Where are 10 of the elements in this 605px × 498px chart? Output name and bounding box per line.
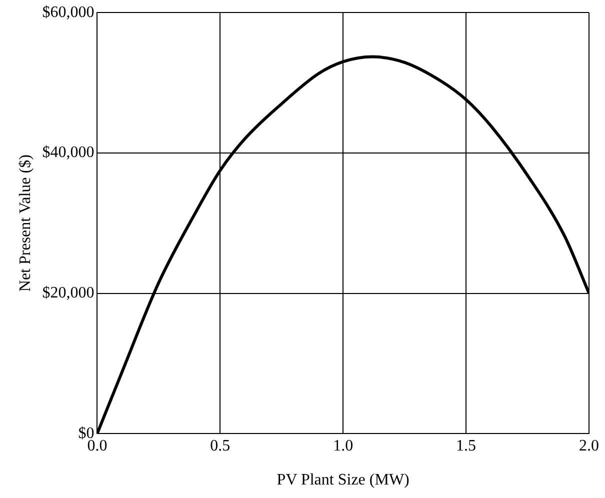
x-tick-label: 1.5 bbox=[456, 437, 476, 454]
x-tick-label: 2.0 bbox=[579, 437, 599, 454]
y-tick-label: $20,000 bbox=[42, 284, 94, 302]
x-tick-label: 0.5 bbox=[210, 437, 230, 454]
x-tick-label: 0.0 bbox=[87, 437, 108, 454]
x-tick-label: 1.0 bbox=[333, 437, 354, 454]
y-axis-title: Net Present Value ($) bbox=[16, 154, 34, 292]
x-axis-title: PV Plant Size (MW) bbox=[276, 472, 410, 489]
y-tick-label: $40,000 bbox=[42, 144, 94, 162]
y-tick-label: $60,000 bbox=[42, 4, 94, 21]
